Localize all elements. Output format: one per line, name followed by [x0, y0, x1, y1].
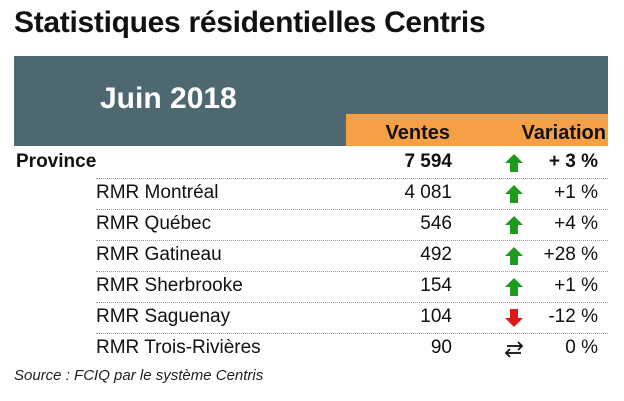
row-divider [96, 178, 608, 179]
region-name: RMR Sherbrooke [96, 275, 243, 296]
column-header-sales: Ventes [346, 114, 470, 146]
row-divider [96, 271, 608, 272]
column-header-variation: Variation [470, 114, 608, 146]
column-header-sales-label: Ventes [385, 122, 450, 144]
row-divider [96, 333, 608, 334]
region-name: Province [16, 151, 97, 172]
sales-value: 546 [420, 213, 452, 234]
row-divider [96, 209, 608, 210]
variation-value: -12 % [548, 306, 598, 327]
sales-value: 492 [420, 244, 452, 265]
stable-arrows-icon [504, 338, 524, 360]
variation-value: + 3 % [548, 151, 598, 172]
region-name: RMR Montréal [96, 182, 219, 203]
sales-value: 154 [420, 275, 452, 296]
up-arrow-icon [504, 276, 524, 298]
row-divider [96, 240, 608, 241]
sales-value: 90 [430, 337, 452, 358]
table-row: RMR Sherbrooke 154 +1 % [14, 272, 608, 302]
period-label: Juin 2018 [100, 82, 237, 115]
page-title: Statistiques résidentielles Centris [14, 6, 486, 39]
variation-value: +1 % [554, 182, 598, 203]
variation-value: +28 % [543, 244, 598, 265]
table-row: RMR Québec 546 +4 % [14, 210, 608, 240]
up-arrow-icon [504, 183, 524, 205]
up-arrow-icon [504, 152, 524, 174]
row-divider [96, 302, 608, 303]
sales-value: 4 081 [404, 182, 452, 203]
up-arrow-icon [504, 245, 524, 267]
table-row: RMR Trois-Rivières 90 0 % [14, 334, 608, 364]
table-row: RMR Gatineau 492 +28 % [14, 241, 608, 271]
region-name: RMR Québec [96, 213, 212, 234]
down-arrow-icon [504, 307, 524, 329]
region-name: RMR Trois-Rivières [96, 337, 261, 358]
variation-value: +4 % [554, 213, 598, 234]
table-row: RMR Montréal 4 081 +1 % [14, 179, 608, 209]
variation-value: +1 % [554, 275, 598, 296]
column-header-variation-label: Variation [521, 122, 606, 144]
table-row-province: Province 7 594 + 3 % [14, 148, 608, 178]
up-arrow-icon [504, 214, 524, 236]
region-name: RMR Gatineau [96, 244, 222, 265]
region-name: RMR Saguenay [96, 306, 231, 327]
sales-value: 104 [420, 306, 452, 327]
sales-value: 7 594 [404, 151, 452, 172]
table-row: RMR Saguenay 104 -12 % [14, 303, 608, 333]
source-note: Source : FCIQ par le système Centris [14, 367, 264, 384]
variation-value: 0 % [565, 337, 598, 358]
